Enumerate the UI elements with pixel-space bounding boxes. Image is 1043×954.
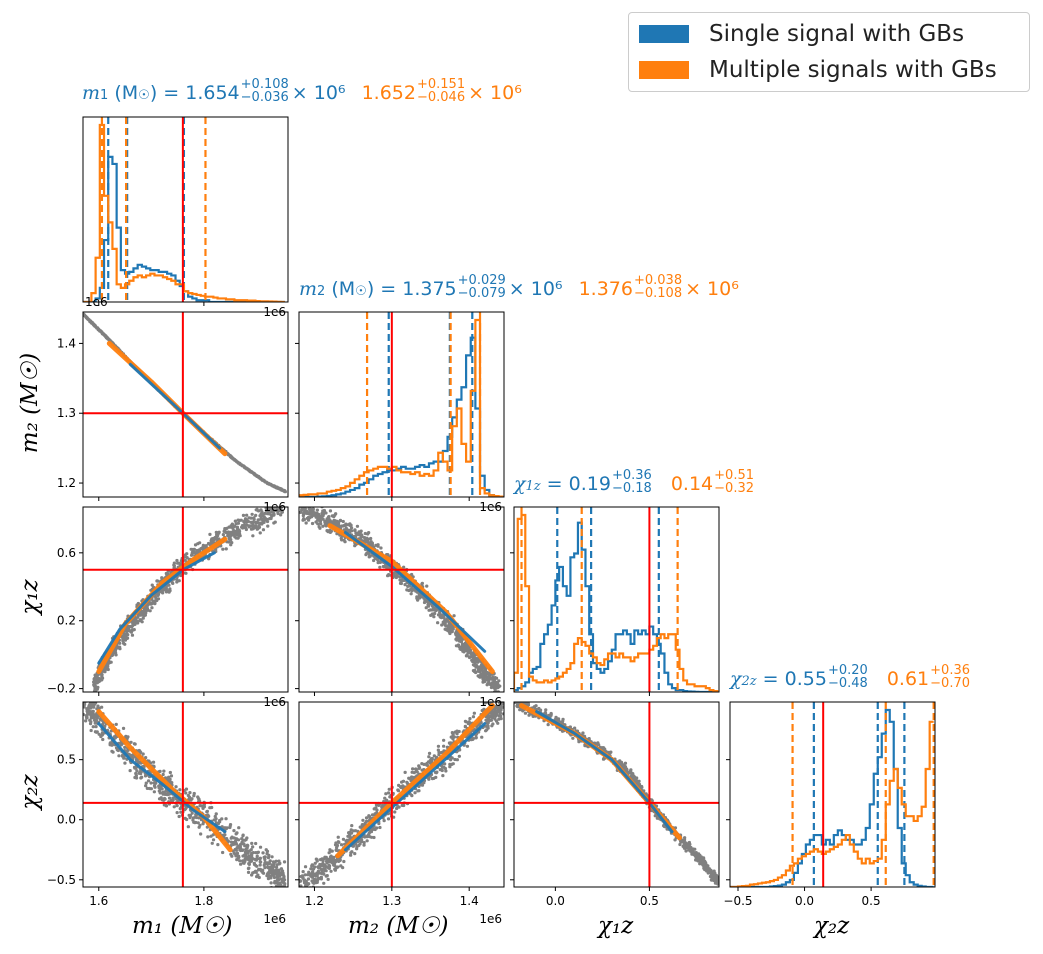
hist-single-chi1z: [514, 521, 718, 692]
hist-single-m2: [299, 336, 504, 497]
title-m2-single: m2 (M☉) = 1.375 +0.029 −0.079 × 10⁶: [299, 273, 563, 301]
panel-frame-2-2: [513, 506, 720, 693]
contour-single-m2-chi1z: [343, 531, 487, 653]
offset-text-3-1: 1e6: [479, 912, 502, 926]
legend-item-multiple: Multiple signals with GBs: [639, 57, 997, 83]
xtick-label-m2-1: 1.3: [382, 894, 401, 908]
offset-text-m1-left: 1e6: [85, 295, 108, 309]
xtick-label-chi1z-1: 0.5: [640, 894, 659, 908]
title-m1: m1 (M☉) = 1.654 +0.108 −0.036 × 10⁶ 1.652 +0…: [82, 77, 522, 106]
contour-multiple-m1-chi1z: [96, 536, 228, 675]
hist-panel-chi2z: [730, 702, 935, 887]
title-chi2z: χ2z = 0.55 +0.20 −0.48 0.61 +0.36 −0.70: [730, 663, 973, 692]
title-chi2z-single: χ2z = 0.55 +0.20 −0.48: [730, 663, 868, 691]
contour-multiple-m2-chi2z: [335, 703, 495, 859]
panel-frame-0-0: [82, 116, 289, 303]
panel-frame-1-0: [82, 311, 289, 498]
xlabel-chi1z: χ₁z: [598, 913, 634, 939]
xlabel-m2: m₂ (M☉): [348, 913, 449, 939]
scatter-panel-m2-chi2z: [299, 702, 504, 887]
xtick-label-m2-0: 1.2: [305, 894, 324, 908]
hist-multiple-chi1z: [514, 513, 719, 692]
hist-panel-m2: [299, 312, 504, 497]
title-chi2z-multiple: 0.61 +0.36 −0.70: [886, 663, 970, 691]
samples-chi1z-chi2z: [514, 702, 719, 886]
title-m2: m2 (M☉) = 1.375 +0.029 −0.079 × 10⁶ 1.376 +0…: [299, 273, 739, 302]
panel-frame-2-0: [82, 506, 289, 693]
hist-single-chi2z: [730, 708, 934, 887]
ytick-label-chi2z-0: −0.5: [47, 873, 76, 887]
samples-m1-chi1z: [92, 507, 284, 692]
samples-m1-chi2z: [83, 702, 287, 887]
panel-frame-1-1: [298, 311, 505, 498]
scatter-panel-m1-chi2z: [83, 702, 288, 887]
xtick-label-chi2z-2: 0.5: [862, 894, 881, 908]
title-m2-multiple: 1.376 +0.038 −0.108 × 10⁶: [578, 273, 739, 301]
scatter-panel-m1-m2: [83, 312, 288, 497]
contour-single-chi1z-chi2z: [535, 710, 674, 834]
title-chi1z: χ1z = 0.19 +0.36 −0.18 0.14 +0.51 −0.32: [514, 468, 757, 497]
legend-swatch-single: [639, 25, 689, 43]
legend: Single signal with GBs Multiple signals …: [628, 12, 1030, 92]
panel-frame-3-1: [298, 701, 505, 888]
xlabel-m1: m₁ (M☉): [132, 913, 233, 939]
offset-text-3-0: 1e6: [263, 912, 286, 926]
title-m1-single: m1 (M☉) = 1.654 +0.108 −0.036 × 10⁶: [82, 77, 346, 105]
panel-frame-3-2: [513, 701, 720, 888]
ytick-label-chi1z-2: 0.6: [57, 546, 76, 560]
legend-label-single: Single signal with GBs: [709, 21, 965, 47]
panel-frame-3-3: [729, 701, 936, 888]
title-chi1z-single: χ1z = 0.19 +0.36 −0.18: [514, 468, 652, 496]
ytick-label-chi2z-2: 0.5: [57, 753, 76, 767]
ytick-label-chi1z-0: −0.2: [47, 682, 76, 696]
hist-panel-m1: [83, 117, 285, 302]
ylabel-m2: m₂ (M☉): [17, 352, 43, 454]
contour-single-m1-chi1z: [97, 551, 216, 665]
xtick-label-m1-0: 1.6: [89, 894, 108, 908]
hist-multiple-m2: [299, 318, 504, 497]
scatter-panel-m2-chi1z: [299, 507, 504, 692]
xtick-label-m2-2: 1.4: [460, 894, 479, 908]
hist-single-m1: [83, 155, 285, 302]
ylabel-chi1z: χ₁z: [17, 579, 43, 615]
samples-m2-chi1z: [299, 507, 502, 692]
panel-frame-2-1: [298, 506, 505, 693]
samples-m1-m2: [83, 312, 287, 494]
hist-panel-chi1z: [514, 507, 719, 692]
scatter-panel-m1-chi1z: [83, 507, 288, 692]
xtick-label-m1-1: 1.8: [194, 894, 213, 908]
title-m1-multiple: 1.652 +0.151 −0.046 × 10⁶: [361, 77, 522, 105]
legend-swatch-multiple: [639, 61, 689, 79]
scatter-panel-chi1z-chi2z: [514, 702, 719, 887]
hist-multiple-m1: [83, 123, 285, 302]
ylabel-chi2z: χ₂z: [17, 774, 43, 810]
legend-label-multiple: Multiple signals with GBs: [709, 57, 997, 83]
legend-item-single: Single signal with GBs: [639, 21, 965, 47]
xtick-label-chi2z-0: −0.5: [723, 894, 752, 908]
ytick-label-chi2z-1: 0.0: [57, 813, 76, 827]
contour-multiple-m1-chi2z: [96, 709, 233, 853]
contour-single-m1-chi2z: [97, 722, 227, 834]
xtick-label-chi1z-0: 0.0: [546, 894, 565, 908]
ytick-label-m2-0: 1.2: [57, 476, 76, 490]
xlabel-chi2z: χ₂z: [814, 913, 850, 939]
panel-frame-3-0: [82, 701, 289, 888]
ytick-label-m2-1: 1.3: [57, 406, 76, 420]
contour-single-m1-m2: [128, 362, 222, 450]
title-chi1z-multiple: 0.14 +0.51 −0.32: [670, 468, 754, 496]
hist-multiple-chi2z: [730, 720, 934, 887]
ytick-label-m2-2: 1.4: [57, 336, 76, 350]
ytick-label-chi1z-1: 0.2: [57, 614, 76, 628]
xtick-label-chi2z-1: 0.0: [795, 894, 814, 908]
contour-single-m2-chi2z: [343, 722, 487, 852]
